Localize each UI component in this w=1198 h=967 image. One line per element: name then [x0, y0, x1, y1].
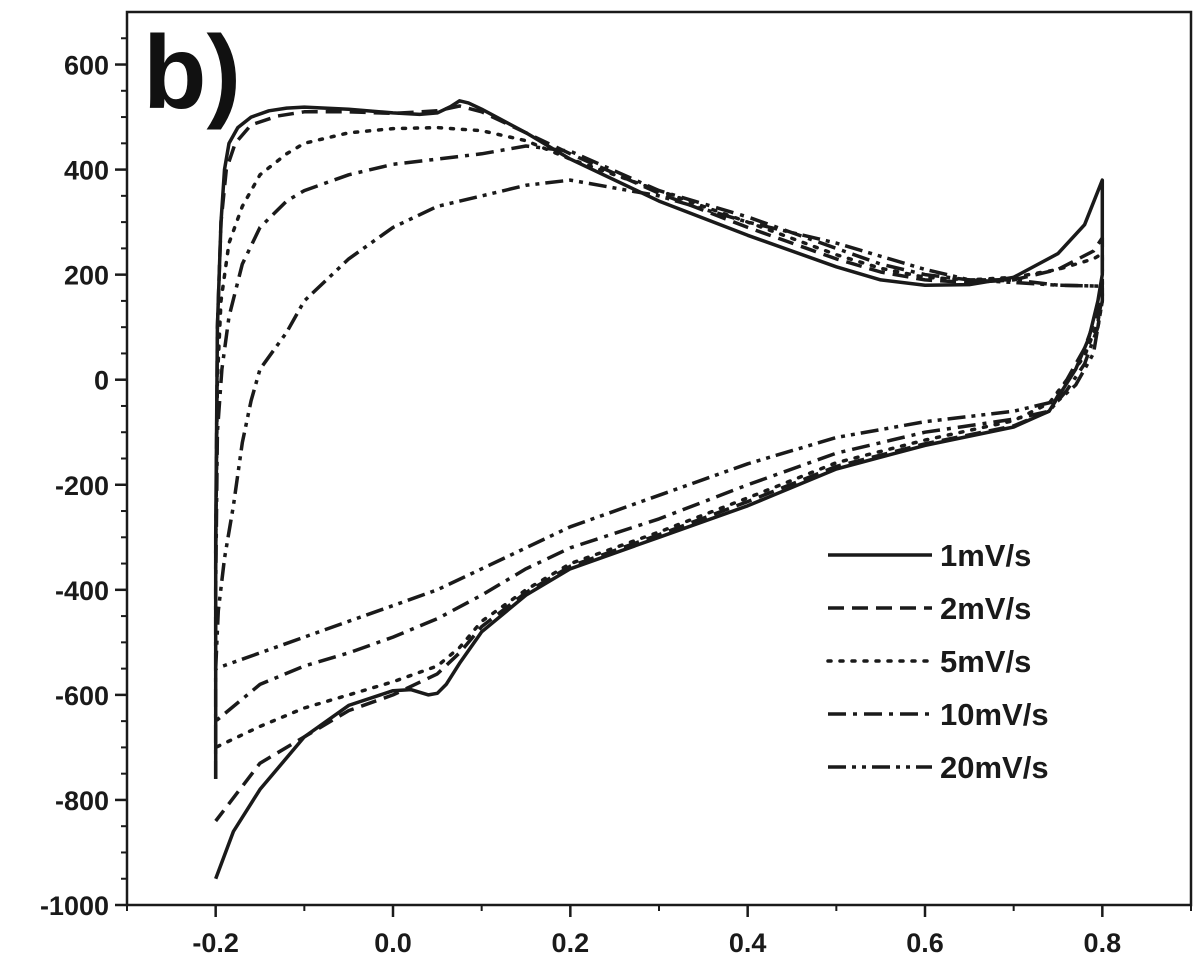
- legend-label-3: 5mV/s: [940, 644, 1031, 679]
- y-tick-label: -200: [55, 471, 109, 501]
- y-tick-label: 400: [64, 156, 109, 186]
- series-line-3: [213, 125, 1105, 750]
- legend-label-2: 2mV/s: [940, 591, 1031, 626]
- y-tick-label: -800: [55, 786, 109, 816]
- legend-label-5: 20mV/s: [940, 750, 1049, 785]
- y-tick-label: -1000: [40, 891, 109, 921]
- data-series: [213, 99, 1105, 880]
- series-line-4: [213, 144, 1105, 779]
- legend-label-4: 10mV/s: [940, 697, 1049, 732]
- x-tick-label: 0.0: [374, 928, 412, 958]
- x-tick-label: -0.2: [192, 928, 239, 958]
- x-tick-label: 0.2: [552, 928, 590, 958]
- x-tick-label: 0.4: [729, 928, 767, 958]
- y-tick-label: -400: [55, 576, 109, 606]
- legend-label-1: 1mV/s: [940, 538, 1031, 573]
- axis-ticks: 600 400 200 0 -200 -400 -600 -800 -1000 -0.2 0.0 0.…: [40, 37, 1192, 958]
- panel-label: b): [143, 15, 241, 131]
- y-tick-label: 600: [64, 51, 109, 81]
- x-tick-label: 0.6: [906, 928, 944, 958]
- legend: 1mV/s 2mV/s 5mV/s 10mV/s 20mV/s: [826, 538, 1049, 785]
- x-tick-label: 0.8: [1084, 928, 1122, 958]
- y-tick-label: -600: [55, 681, 109, 711]
- y-tick-label: 200: [64, 261, 109, 291]
- series-line-5: [213, 178, 1105, 671]
- y-tick-label: 0: [94, 366, 109, 396]
